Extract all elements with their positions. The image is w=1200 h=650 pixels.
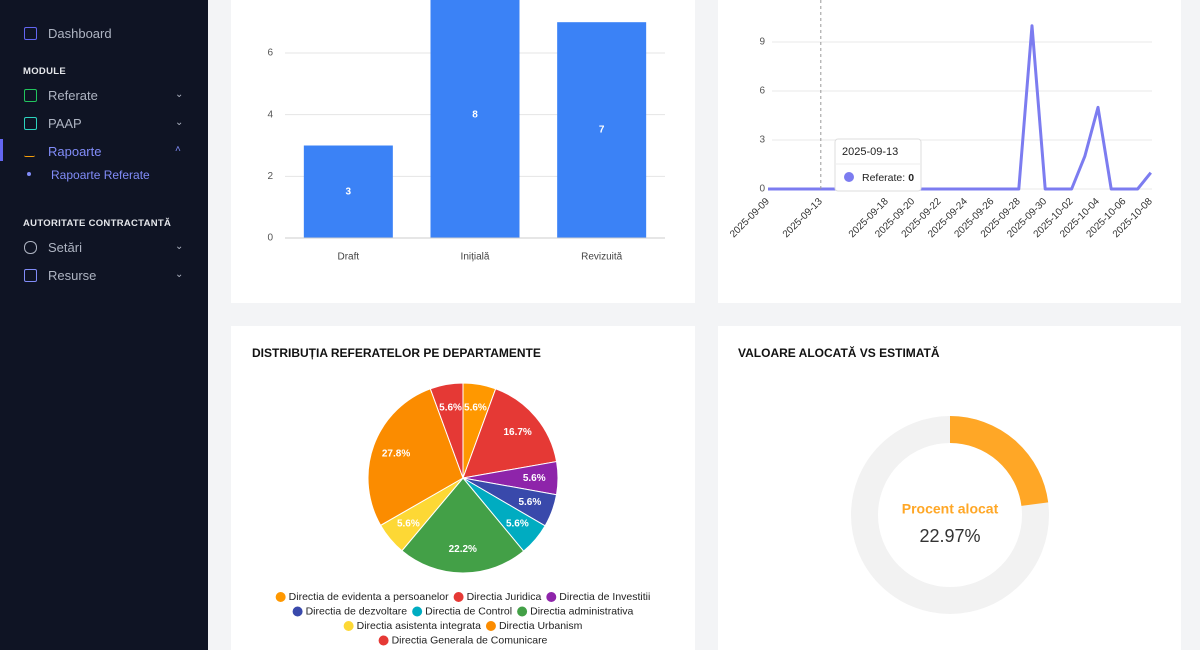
chart-title: VALOARE ALOCATĂ VS ESTIMATĂ [738, 345, 940, 360]
tooltip [834, 138, 922, 192]
legend-label: Directia de Investitii [559, 591, 650, 603]
legend-label: Directia asistenta integrata [357, 620, 481, 632]
pie-slice [429, 382, 464, 479]
x-tick-label: Revizuită [581, 252, 623, 263]
nav-item[interactable]: Referate [48, 88, 98, 103]
legend-swatch [292, 606, 303, 617]
nav-item[interactable]: Rapoarte [48, 144, 102, 159]
nav-item[interactable]: Resurse [48, 268, 97, 283]
chevron: ⌄ [175, 89, 184, 100]
chevron: ˄ [175, 144, 181, 155]
nav-item[interactable]: Dashboard [48, 26, 112, 41]
legend-item: Directia asistenta integrata [343, 620, 481, 632]
slice-label: 5.6% [464, 402, 487, 413]
pie-slice [401, 477, 525, 574]
line-series [768, 24, 1152, 191]
icon [24, 89, 37, 102]
icon [24, 145, 35, 157]
legend-item: Directia Juridica [453, 591, 542, 603]
bullet [27, 172, 31, 176]
icon [24, 241, 37, 254]
legend-swatch [546, 592, 557, 602]
x-tick-label: Inițială [461, 252, 490, 263]
card [718, 0, 1181, 303]
legend-swatch [378, 635, 389, 646]
chevron: ⌄ [175, 269, 184, 280]
bar [303, 145, 393, 238]
legend-swatch [412, 606, 423, 617]
donut-value: 22.97% [919, 526, 980, 546]
bar-value-label: 8 [472, 109, 478, 120]
slice-label: 16.7% [503, 427, 531, 438]
tooltip-dot [844, 172, 854, 182]
y-tick-label: 2 [267, 171, 273, 182]
icon [24, 269, 37, 282]
slice-label: 5.6% [506, 519, 529, 530]
tooltip-label: Referate: [862, 172, 905, 184]
bar-value-label: 7 [599, 125, 605, 136]
y-tick-label: 6 [267, 48, 273, 59]
legend-swatch [275, 592, 286, 602]
y-tick-label: 0 [759, 184, 765, 195]
tooltip-value: 0 [908, 172, 914, 184]
legend-label: Directia administrativa [530, 605, 633, 617]
legend-swatch [453, 592, 464, 602]
section-title: MODULE [23, 66, 66, 77]
slice-label: 5.6% [397, 518, 420, 529]
legend-swatch [485, 621, 496, 631]
y-tick-label: 9 [759, 37, 765, 48]
legend-label: Directia de Control [425, 605, 512, 617]
sidebar: Dashboard MODULE Referate ⌄ PAAP ⌄ Rapoa… [0, 0, 208, 650]
legend-item: Directia de Investitii [546, 591, 650, 603]
chevron: ⌄ [175, 241, 184, 252]
y-tick-label: 3 [759, 135, 765, 146]
legend-item: Directia de Control [412, 605, 512, 617]
legend-label: Directia de evidenta a persoanelor [289, 591, 449, 603]
legend-item: Directia Generala de Comunicare [378, 634, 548, 646]
bar [557, 22, 647, 238]
nav-item[interactable]: PAAP [48, 116, 82, 131]
donut-label: Procent alocat [902, 501, 999, 517]
section-title: AUTORITATE CONTRACTANTĂ [23, 218, 172, 229]
y-tick-label: 0 [267, 233, 273, 244]
legend-item: Directia administrativa [517, 605, 634, 617]
legend-label: Directia Urbanism [499, 620, 583, 632]
legend-swatch [517, 606, 528, 617]
nav-item[interactable]: Setări [48, 240, 82, 255]
pie-slice [462, 388, 558, 479]
legend-label: Directia Generala de Comunicare [392, 634, 548, 646]
active-bar [0, 139, 3, 161]
slice-label: 5.6% [439, 402, 462, 413]
y-tick-label: 6 [759, 86, 765, 97]
tooltip-title: 2025-09-13 [842, 146, 898, 158]
x-tick-label: Draft [337, 252, 359, 263]
legend-label: Directia Juridica [467, 591, 542, 603]
chart-title: DISTRIBUȚIA REFERATELOR PE DEPARTAMENTE [252, 346, 541, 360]
legend-swatch [343, 621, 354, 631]
slice-label: 5.6% [518, 497, 541, 508]
bar [430, 0, 520, 238]
slice-label: 27.8% [382, 448, 410, 459]
icon [24, 27, 37, 40]
donut-arc [949, 416, 1049, 507]
slice-label: 22.2% [449, 544, 477, 555]
slice-label: 5.6% [523, 473, 546, 484]
legend-label: Directia de dezvoltare [306, 605, 408, 617]
bar-value-label: 3 [346, 186, 352, 197]
legend-item: Directia de dezvoltare [292, 605, 408, 617]
chevron: ⌄ [175, 117, 184, 128]
legend-item: Directia de evidenta a persoanelor [275, 591, 449, 603]
legend-item: Directia Urbanism [485, 620, 583, 632]
icon [24, 117, 37, 130]
y-tick-label: 4 [267, 109, 273, 120]
pie-slice [367, 388, 464, 527]
nav-subitem[interactable]: Rapoarte Referate [51, 168, 150, 182]
